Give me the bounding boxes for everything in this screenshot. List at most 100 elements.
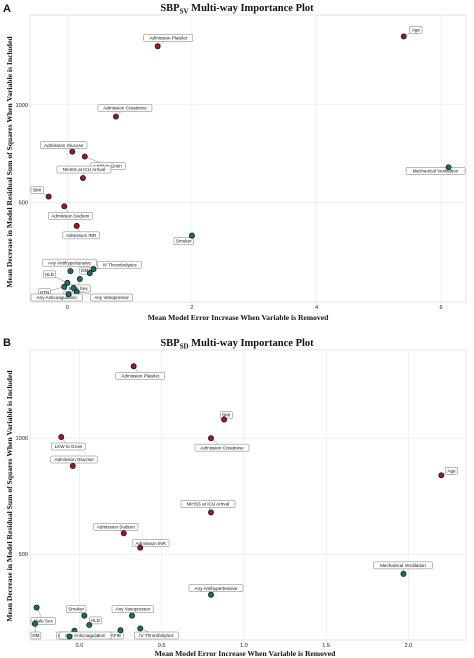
point-label: Admission Creatinine <box>103 106 147 111</box>
point-label: Male Sex <box>34 619 54 624</box>
x-tick-label: 6 <box>440 305 443 311</box>
point-label: Admission Glucose <box>54 457 94 462</box>
point-lkw-to-groin: LKW to Groin <box>51 434 86 451</box>
point-label: Mechanical Ventilation <box>380 563 426 568</box>
point-marker <box>400 570 407 577</box>
point-label-box <box>66 605 87 613</box>
y-tick-label: 1000 <box>16 103 28 109</box>
point-smoker: Smoker <box>173 232 195 245</box>
point-mechanical-ventilation: Mechanical Ventilation <box>373 561 433 577</box>
point-admission-platelet: Admission Platelet <box>143 34 194 50</box>
point-label: Admission Glucose <box>44 143 84 148</box>
point-mechanical-ventilation: Mechanical Ventilation <box>405 164 466 175</box>
point-marker <box>130 363 137 370</box>
x-tick-label: 0.5 <box>158 643 166 649</box>
point-label-box <box>30 186 44 194</box>
point-marker <box>208 591 214 598</box>
point-label-box <box>180 500 236 508</box>
point-marker <box>81 153 88 160</box>
gridlines-b <box>30 350 466 640</box>
point-label-box <box>97 104 153 112</box>
point-label: Age <box>412 28 421 33</box>
point-label-box <box>51 442 86 451</box>
point-bmi: BMI <box>219 411 233 423</box>
point-label: Admission Creatinine <box>200 445 244 450</box>
point-label-box <box>143 34 194 42</box>
chart-title-a: SBPSV Multi-way Importance Plot <box>160 3 314 16</box>
point-iv-thrombolytics: IV Thrombolytics <box>90 260 142 273</box>
ticks-b: 0.0 0.5 1.0 1.5 2.0 500 1000 <box>16 436 413 649</box>
point-nihss-at-icu-arrival: NIHSS at ICU Arrival <box>180 500 236 516</box>
point-label-box <box>97 260 142 269</box>
point-marker <box>438 472 445 479</box>
point-marker <box>73 222 80 229</box>
point-label: Admission INR <box>66 233 97 238</box>
point-marker <box>445 164 452 171</box>
point-any-antihypertensive: Any Antihypertensive <box>42 258 97 275</box>
point-marker <box>188 232 195 239</box>
point-marker <box>90 266 97 273</box>
point-label-box <box>50 455 98 464</box>
point-label: BMI <box>222 413 230 418</box>
point-admission-creatinine: Admission Creatinine <box>97 104 153 120</box>
point-label-box <box>445 467 458 475</box>
point-label-box <box>89 616 102 625</box>
x-tick-label: 1.0 <box>240 643 248 649</box>
x-tick-label: 2 <box>190 305 193 311</box>
point-dm: DM <box>79 266 93 277</box>
x-tick-label: 1.5 <box>322 643 330 649</box>
point-admission-creatinine: Admission Creatinine <box>194 435 250 452</box>
point-marker <box>208 509 214 516</box>
point-marker <box>73 288 80 295</box>
point-marker <box>221 416 228 423</box>
point-marker <box>69 148 76 155</box>
point-any-anticoagulation: Any Anticoagulation <box>30 291 83 302</box>
plot-frame-b <box>29 349 467 641</box>
points-b: Admission Platelet BMI LKW to Groin Admissi… <box>30 363 458 640</box>
x-tick-label: 0 <box>66 305 69 311</box>
point-label-box <box>62 231 100 240</box>
y-tick-label: 1000 <box>16 436 28 442</box>
point-label-box <box>93 523 139 531</box>
point-marker <box>45 193 52 200</box>
point-label: IV Thrombolytics <box>139 633 174 638</box>
x-axis-label-a: Mean Model Error Increase When Variable … <box>148 313 329 322</box>
point-label: Any Antihypertensive <box>195 586 238 591</box>
point-admission-glucose: Admission Glucose <box>50 455 98 469</box>
point-label-box <box>40 141 88 149</box>
point-age: Age <box>438 467 458 479</box>
point-label: LKW to Groin <box>55 444 83 449</box>
point-label: HTN <box>40 290 49 295</box>
chart-title-b: SBPSD Multi-way Importance Plot <box>160 338 314 351</box>
point-label: Admission Sodium <box>51 213 89 218</box>
point-label: Any Anticoagulation <box>37 295 78 300</box>
plot-frame-a <box>29 14 467 303</box>
point-marker <box>67 268 74 275</box>
panel-letter-a: A <box>3 3 11 15</box>
point-label: Male Sex <box>69 286 89 291</box>
point-admission-inr: Admission INR <box>62 222 100 240</box>
point-label: Any Antihypertensive <box>48 260 91 265</box>
x-tick-label: 4 <box>315 305 318 311</box>
point-label: Any Vasopressor <box>116 607 151 612</box>
point-label: HLD <box>45 272 55 277</box>
x-axis-label-b: Mean Model Error Increase When Variable … <box>155 649 336 658</box>
point-label-box <box>43 270 56 279</box>
panel-a: A SBPSV Multi-way Importance Plot 0 2 4 6 50… <box>3 3 467 322</box>
point-label-box <box>48 212 93 220</box>
point-marker <box>76 276 83 282</box>
point-admission-platelet: Admission Platelet <box>115 363 165 380</box>
point-marker <box>81 612 88 619</box>
point-label: DM <box>81 268 88 273</box>
point-marker <box>33 604 40 611</box>
point-label-box <box>194 443 250 452</box>
y-axis-label-a: Mean Decrease in Model Residual Sum of S… <box>5 36 14 288</box>
point-label-box <box>111 605 154 613</box>
point-marker <box>31 620 38 627</box>
point-marker <box>86 270 93 277</box>
point-label: Admission INR <box>135 541 166 546</box>
point-label: NIHSS at ICU Arrival <box>187 502 229 507</box>
point-label-box <box>188 584 244 592</box>
point-label-box <box>132 539 170 547</box>
